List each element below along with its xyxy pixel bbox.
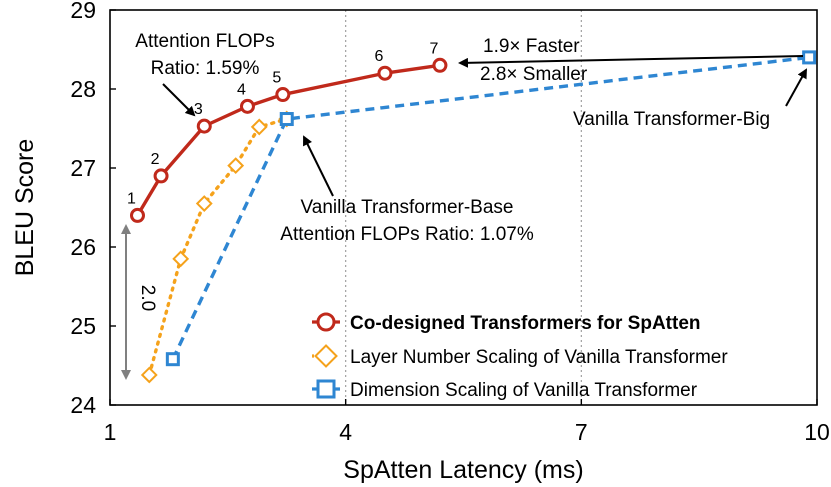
y-tick-label: 25 bbox=[70, 313, 96, 339]
y-axis-label: BLEU Score bbox=[11, 139, 39, 277]
point-label: 2 bbox=[151, 151, 160, 168]
legend-label-layer-scaling: Layer Number Scaling of Vanilla Transfor… bbox=[350, 347, 728, 368]
series-line-dimension-scaling bbox=[171, 55, 810, 360]
data-point-layer-scaling bbox=[227, 157, 245, 175]
arrow-faster-smaller bbox=[458, 55, 804, 68]
data-point-codesigned bbox=[196, 118, 212, 134]
point-label: 7 bbox=[429, 40, 438, 57]
legend-label-codesigned: Co-designed Transformers for SpAtten bbox=[350, 313, 701, 334]
data-point-dimension-scaling bbox=[165, 352, 180, 367]
annotation-smaller: 2.8× Smaller bbox=[480, 64, 588, 85]
data-point-codesigned bbox=[275, 87, 291, 103]
gridlines bbox=[345, 10, 582, 405]
data-point-codesigned bbox=[129, 207, 145, 223]
y-tick-label: 28 bbox=[70, 76, 96, 102]
x-tick-label: 7 bbox=[575, 419, 588, 445]
point-label: 1 bbox=[127, 190, 136, 207]
y-tick-label: 24 bbox=[70, 392, 96, 418]
data-point-codesigned bbox=[432, 57, 448, 73]
series-layer: 1 2 3 4 5 6 7 bbox=[127, 40, 817, 384]
x-tick-label: 1 bbox=[104, 419, 117, 445]
point-label: 6 bbox=[374, 48, 383, 65]
y-tick-label: 29 bbox=[70, 0, 96, 23]
legend-marker-layer-scaling bbox=[314, 344, 338, 368]
legend-entry-codesigned: Co-designed Transformers for SpAtten bbox=[312, 312, 701, 334]
data-point-layer-scaling bbox=[172, 250, 190, 268]
legend: Co-designed Transformers for SpAtten Lay… bbox=[312, 312, 728, 401]
series-dimension-scaling bbox=[165, 50, 817, 367]
legend-label-dimension-scaling: Dimension Scaling of Vanilla Transformer bbox=[350, 380, 698, 401]
x-axis-label: SpAtten Latency (ms) bbox=[343, 456, 583, 484]
data-point-layer-scaling bbox=[250, 118, 268, 136]
data-point-layer-scaling bbox=[140, 366, 158, 384]
arrow-vanilla-big bbox=[785, 68, 807, 107]
data-point-dimension-scaling bbox=[802, 50, 817, 65]
legend-marker-dimension-scaling bbox=[316, 379, 336, 399]
annotations: Attention FLOPs Ratio: 1.59% 1.9× Faster… bbox=[135, 31, 770, 311]
data-point-codesigned bbox=[239, 98, 255, 114]
data-point-layer-scaling bbox=[195, 195, 213, 212]
annotation-faster: 1.9× Faster bbox=[483, 36, 580, 57]
annotation-attention-flops: Attention FLOPs bbox=[135, 31, 274, 52]
y-tick-label: 26 bbox=[70, 234, 96, 260]
x-tick-label: 10 bbox=[804, 419, 830, 445]
annotation-arrows bbox=[121, 55, 807, 380]
legend-entry-layer-scaling: Layer Number Scaling of Vanilla Transfor… bbox=[312, 344, 728, 368]
point-label: 4 bbox=[237, 81, 246, 98]
arrow-vanilla-base bbox=[303, 135, 334, 197]
annotation-vanilla-big: Vanilla Transformer-Big bbox=[573, 109, 770, 130]
annotation-vanilla-base: Vanilla Transformer-Base bbox=[301, 197, 514, 218]
series-layer-scaling bbox=[140, 110, 296, 384]
data-point-codesigned bbox=[377, 65, 393, 81]
legend-marker-codesigned bbox=[316, 312, 336, 332]
point-label: 3 bbox=[194, 101, 203, 118]
series-line-codesigned bbox=[136, 63, 441, 217]
plot-frame bbox=[109, 9, 818, 406]
legend-entry-dimension-scaling: Dimension Scaling of Vanilla Transformer bbox=[312, 379, 698, 401]
data-point-codesigned bbox=[153, 168, 169, 184]
series-codesigned: 1 2 3 4 5 6 7 bbox=[127, 40, 448, 223]
annotation-delta: 2.0 bbox=[137, 285, 158, 311]
data-point-dimension-scaling bbox=[279, 112, 294, 127]
point-label: 5 bbox=[272, 70, 281, 87]
axes bbox=[109, 9, 818, 406]
arrow-attention-ratio bbox=[162, 83, 196, 117]
annotation-ratio-1-59: Ratio: 1.59% bbox=[151, 58, 260, 79]
annotation-ratio-1-07: Attention FLOPs Ratio: 1.07% bbox=[280, 224, 534, 245]
series-line-layer-scaling bbox=[147, 117, 289, 377]
x-tick-label: 4 bbox=[339, 419, 352, 445]
y-tick-label: 27 bbox=[70, 155, 96, 181]
